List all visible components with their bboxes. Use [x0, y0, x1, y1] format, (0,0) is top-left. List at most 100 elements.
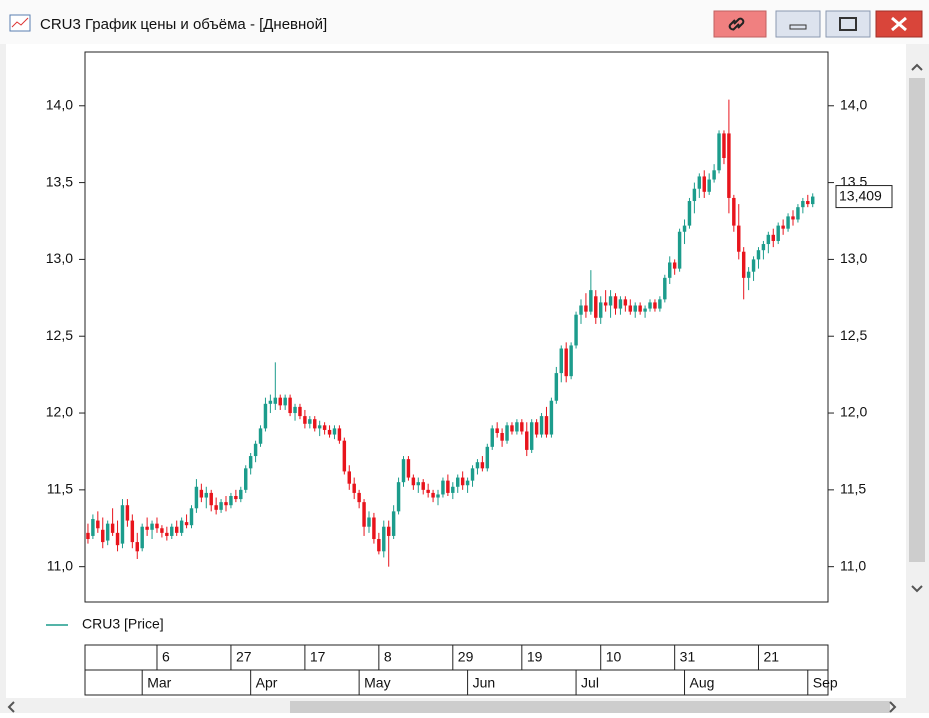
candle-body	[426, 489, 430, 493]
candle-body	[140, 526, 144, 549]
candle-body	[86, 532, 90, 540]
candle-body	[110, 523, 115, 533]
candle-body	[170, 526, 174, 536]
y-tick-label: 13,0	[46, 250, 73, 266]
candle-body	[569, 345, 573, 377]
y-tick-label: 11,5	[47, 481, 73, 497]
candle-body	[485, 446, 490, 469]
y-tick-label: 13,5	[46, 173, 73, 189]
candle-body	[594, 296, 598, 318]
candle-body	[391, 511, 396, 536]
candle-body	[406, 459, 411, 478]
candle-body	[771, 234, 775, 241]
candle-body	[579, 305, 583, 315]
y2-tick-label: 11,0	[840, 557, 866, 573]
month-tick-label: May	[364, 675, 390, 691]
month-tick-label: Jun	[473, 675, 496, 691]
candle-body	[608, 296, 613, 306]
candle-body	[618, 299, 623, 309]
candle-body	[120, 505, 125, 544]
candle-body	[268, 400, 273, 404]
candle-body	[460, 477, 465, 486]
candle-body	[372, 517, 376, 540]
candle-body	[248, 456, 253, 469]
candle-body	[746, 271, 751, 278]
candle-body	[258, 428, 263, 444]
y2-tick-label: 12,5	[840, 327, 867, 343]
horizontal-scroll-thumb[interactable]	[290, 701, 890, 713]
candle-body	[702, 176, 706, 192]
minimize-button[interactable]	[775, 10, 821, 38]
link-button[interactable]	[713, 10, 767, 38]
y-tick-label: 12,5	[46, 327, 73, 343]
candle-body	[308, 419, 312, 424]
candle-body	[224, 502, 228, 506]
candle-body	[209, 492, 213, 506]
candle-body	[214, 505, 218, 510]
candle-body	[421, 482, 425, 490]
candle-body	[682, 225, 687, 232]
scroll-up-arrow[interactable]	[911, 63, 923, 71]
candle-body	[628, 305, 633, 312]
candle-body	[298, 406, 302, 417]
candle-body	[446, 480, 450, 493]
candle-body	[598, 302, 603, 318]
candle-body	[436, 494, 440, 498]
candle-body	[199, 489, 204, 498]
candle-body	[322, 425, 327, 430]
candle-body	[791, 216, 795, 220]
scroll-left-arrow[interactable]	[7, 701, 15, 713]
candle-body	[165, 532, 169, 536]
vertical-scroll-thumb[interactable]	[909, 78, 925, 562]
candle-body	[401, 459, 406, 483]
candle-body	[727, 133, 731, 198]
candle-body	[189, 508, 194, 526]
plot-frame	[84, 51, 829, 603]
candle-body	[776, 225, 780, 241]
candle-body	[741, 251, 746, 278]
candle-body	[382, 526, 386, 552]
candle-body	[229, 495, 233, 506]
candle-body	[130, 520, 135, 543]
candle-body	[554, 373, 559, 401]
candle-body	[396, 482, 401, 512]
candle-body	[722, 133, 726, 159]
candle-body	[239, 489, 243, 500]
link-icon	[728, 17, 745, 31]
y-tick-label: 11,0	[47, 557, 73, 573]
candle-body	[687, 201, 692, 226]
candle-body	[712, 170, 716, 180]
candle-body	[456, 477, 460, 487]
candle-body	[653, 302, 657, 309]
candle-body	[549, 400, 554, 435]
candle-body	[810, 196, 815, 205]
candle-body	[677, 231, 682, 269]
candle-body	[91, 519, 95, 536]
candle-body	[707, 179, 711, 192]
candle-body	[278, 397, 282, 406]
x-tick-label: 29	[458, 649, 474, 665]
close-button[interactable]	[875, 10, 923, 38]
month-tick-label: Mar	[147, 675, 171, 691]
x-tick-label: 31	[680, 649, 696, 665]
title-bar	[0, 0, 929, 44]
candle-body	[559, 348, 563, 374]
x-tick-label: 6	[162, 649, 170, 665]
candle-body	[525, 431, 529, 450]
candle-body	[332, 428, 337, 435]
candle-body	[643, 308, 647, 312]
maximize-button[interactable]	[825, 10, 871, 38]
candle-body	[613, 296, 618, 309]
candle-body	[574, 314, 578, 346]
candle-body	[347, 471, 351, 484]
scroll-down-arrow[interactable]	[911, 585, 923, 593]
candle-body	[204, 492, 209, 498]
last-price-label: 13,409	[839, 187, 882, 203]
legend-label: CRU3 [Price]	[82, 616, 164, 632]
candle-body	[96, 520, 100, 529]
scroll-right-arrow[interactable]	[889, 701, 897, 713]
candle-body	[490, 428, 494, 447]
candle-body	[451, 486, 455, 493]
candle-body	[658, 299, 662, 309]
candle-body	[362, 502, 366, 527]
